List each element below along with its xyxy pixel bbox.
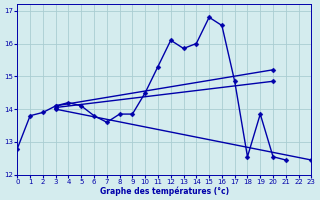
X-axis label: Graphe des températures (°c): Graphe des températures (°c) xyxy=(100,186,229,196)
